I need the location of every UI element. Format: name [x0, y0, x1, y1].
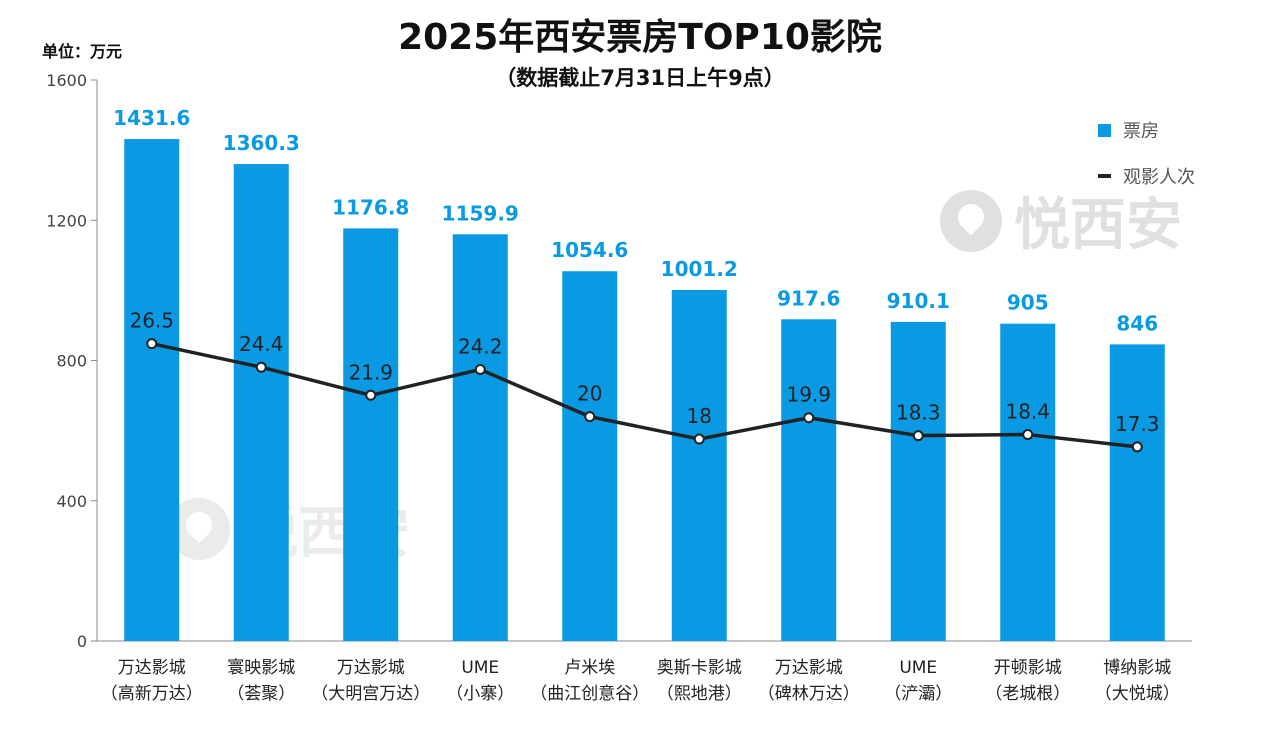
y-tick-label: 0	[77, 632, 87, 651]
x-tick-sublabel: （大悦城）	[1095, 684, 1180, 704]
bar	[124, 139, 180, 641]
watermark-logo-icon	[940, 189, 1002, 252]
chart-subtitle: （数据截止7月31日上午9点）	[495, 66, 785, 90]
bar	[890, 321, 946, 641]
x-tick-sublabel: （老城根）	[985, 684, 1070, 704]
x-tick-label: UME	[461, 658, 499, 678]
legend-item-box-office: 票房	[1098, 116, 1195, 144]
bar	[233, 164, 289, 642]
bar	[1000, 323, 1056, 641]
bar	[343, 228, 399, 641]
y-tick-label: 1200	[46, 211, 87, 230]
y-tick-label: 800	[56, 352, 87, 371]
line-value-label: 24.4	[239, 332, 284, 356]
attendance-line	[151, 341, 1138, 449]
bar-value-label: 905	[1007, 291, 1049, 315]
line-point	[255, 361, 267, 373]
line-value-label: 26.5	[129, 309, 174, 333]
bar-value-label: 1431.6	[113, 106, 190, 130]
x-tick-sublabel: （碑林万达）	[758, 684, 860, 704]
line-point	[146, 338, 158, 350]
legend-line-swatch	[1098, 174, 1111, 178]
line-point	[584, 411, 596, 423]
legend: 票房 观影人次	[1098, 116, 1195, 208]
bar-value-label: 1176.8	[332, 195, 409, 219]
line-value-label: 24.2	[458, 334, 503, 358]
bar-value-label: 846	[1116, 311, 1158, 335]
x-tick-label: 寰映影城	[227, 657, 295, 678]
line-point	[1022, 429, 1034, 441]
line-point	[474, 363, 486, 375]
bar	[781, 319, 837, 641]
line-point	[803, 412, 815, 424]
legend-label: 票房	[1123, 121, 1159, 142]
bar-value-label: 1054.6	[551, 238, 628, 262]
line-value-label: 19.9	[786, 383, 831, 407]
bar-value-label: 1001.2	[661, 257, 738, 281]
bar-value-label: 910.1	[887, 289, 950, 313]
bar	[562, 271, 618, 641]
line-value-label: 20	[577, 382, 602, 406]
y-tick-label: 400	[56, 492, 87, 511]
bar	[452, 234, 508, 641]
x-tick-sublabel: （高新万达）	[101, 684, 203, 704]
bar-value-label: 917.6	[777, 286, 840, 310]
x-tick-label: 开顿影城	[994, 658, 1062, 678]
x-tick-label: 卢米埃	[564, 658, 615, 678]
x-tick-label: UME	[899, 658, 937, 678]
legend-label: 观影人次	[1123, 167, 1195, 188]
bar-value-label: 1360.3	[223, 131, 300, 155]
line-point	[912, 430, 924, 442]
x-tick-label: 博纳影城	[1103, 658, 1171, 678]
chart-title: 2025年西安票房TOP10影院	[398, 17, 882, 58]
x-tick-sublabel: （浐灞）	[884, 684, 952, 704]
x-tick-sublabel: （小寨）	[446, 684, 514, 704]
x-tick-sublabel: （荟聚）	[227, 684, 295, 704]
line-point	[1131, 441, 1143, 453]
bar-value-label: 1159.9	[442, 201, 519, 225]
line-point	[693, 433, 705, 445]
x-tick-sublabel: （曲江创意谷）	[530, 684, 649, 704]
unit-label: 单位：万元	[42, 42, 123, 61]
x-tick-label: 万达影城	[337, 658, 405, 678]
y-tick-label: 1600	[46, 71, 87, 90]
x-tick-label: 奥斯卡影城	[657, 658, 742, 678]
watermark-text: 悦西安	[1014, 193, 1182, 258]
line-value-label: 18.3	[896, 401, 941, 425]
legend-item-attendance: 观影人次	[1098, 162, 1195, 190]
x-tick-label: 万达影城	[775, 658, 843, 678]
line-value-label: 18.4	[1005, 400, 1050, 424]
line-value-label: 17.3	[1115, 412, 1160, 436]
line-value-label: 21.9	[348, 360, 393, 384]
line-point	[365, 389, 377, 401]
x-tick-sublabel: （熙地港）	[657, 684, 742, 704]
bar	[1109, 344, 1165, 641]
x-tick-label: 万达影城	[118, 658, 186, 678]
legend-bar-swatch	[1098, 123, 1111, 137]
line-value-label: 18	[687, 404, 712, 428]
x-tick-sublabel: （大明宫万达）	[311, 684, 430, 704]
watermark: 悦西安	[940, 180, 1182, 261]
bar	[671, 289, 727, 641]
